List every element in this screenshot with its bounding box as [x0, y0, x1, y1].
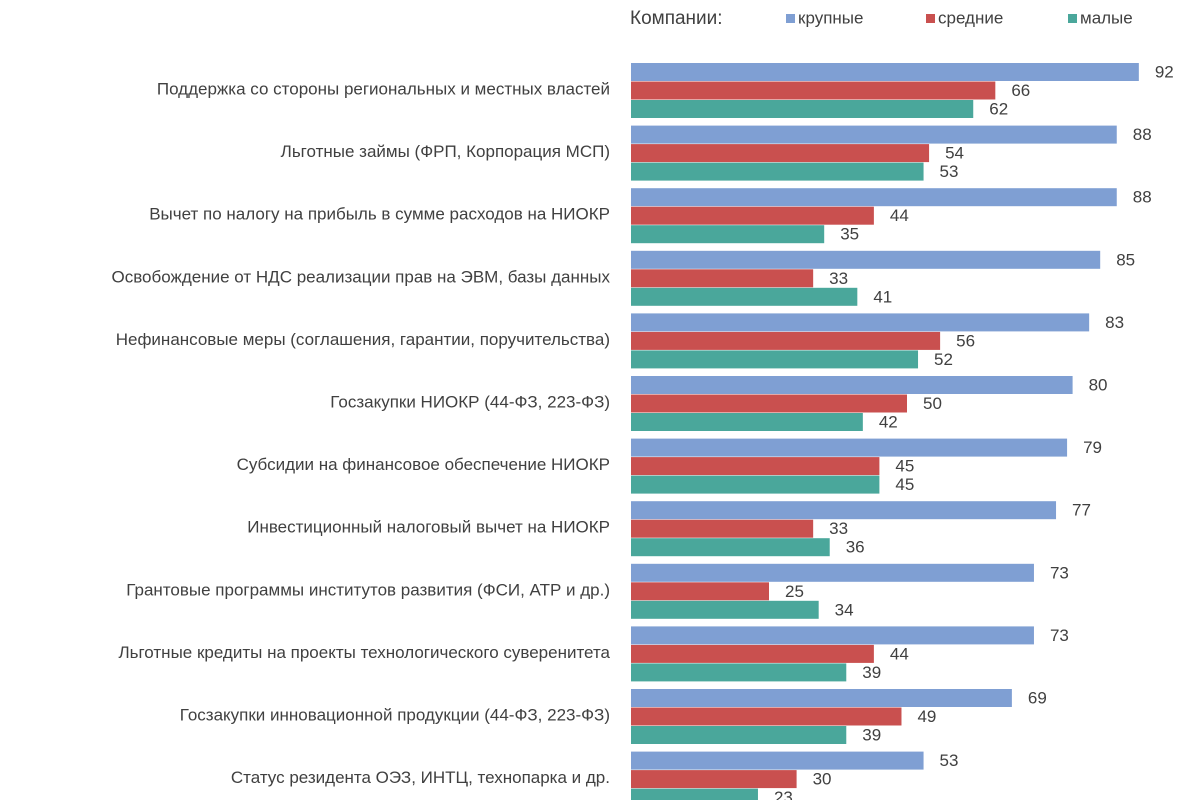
- bar: [631, 162, 924, 181]
- value-label: 25: [785, 582, 804, 601]
- category-label: Госзакупки инновационной продукции (44-Ф…: [180, 705, 610, 724]
- value-label: 92: [1155, 62, 1174, 81]
- bar: [631, 519, 814, 538]
- value-label: 34: [835, 600, 854, 619]
- bar: [631, 225, 825, 244]
- legend-swatch: [1068, 14, 1077, 23]
- value-label: 33: [829, 269, 848, 288]
- bar: [631, 250, 1101, 269]
- value-label: 36: [846, 538, 865, 557]
- value-label: 35: [840, 225, 859, 244]
- value-label: 66: [1011, 81, 1030, 100]
- category-label: Вычет по налогу на прибыль в сумме расхо…: [149, 205, 610, 224]
- value-label: 69: [1028, 688, 1047, 707]
- bar: [631, 287, 858, 306]
- bar: [631, 125, 1117, 144]
- category-label: Субсидии на финансовое обеспечение НИОКР: [237, 455, 610, 474]
- value-label: 30: [813, 770, 832, 789]
- value-label: 53: [940, 751, 959, 770]
- value-label: 73: [1050, 563, 1069, 582]
- bar: [631, 81, 996, 100]
- bar: [631, 376, 1073, 394]
- legend-label: крупные: [798, 8, 863, 27]
- bar: [631, 726, 847, 744]
- bar: [631, 269, 814, 288]
- value-label: 53: [940, 162, 959, 181]
- value-label: 79: [1083, 438, 1102, 457]
- value-label: 77: [1072, 501, 1091, 520]
- value-label: 44: [890, 206, 909, 225]
- bar: [631, 475, 880, 494]
- bar: [631, 457, 880, 476]
- legend-label: средние: [938, 8, 1003, 27]
- bar: [631, 751, 924, 770]
- value-label: 88: [1133, 125, 1152, 144]
- legend-title: Компании:: [630, 8, 723, 29]
- bar: [631, 313, 1090, 332]
- value-label: 56: [956, 331, 975, 350]
- value-label: 33: [829, 519, 848, 538]
- category-label: Поддержка со стороны региональных и мест…: [157, 79, 610, 98]
- bar: [631, 707, 902, 726]
- bar: [631, 188, 1117, 207]
- value-label: 45: [895, 475, 914, 494]
- legend-label: малые: [1080, 8, 1133, 27]
- category-label: Льготные кредиты на проекты технологичес…: [118, 643, 610, 662]
- value-label: 54: [945, 144, 964, 163]
- bar: [631, 350, 919, 369]
- bar: [631, 563, 1034, 582]
- bar: [631, 663, 847, 682]
- legend-swatch: [786, 14, 795, 23]
- category-label: Грантовые программы институтов развития …: [126, 580, 610, 599]
- bar: [631, 413, 863, 431]
- value-label: 88: [1133, 188, 1152, 207]
- value-label: 39: [862, 725, 881, 744]
- bar: [631, 538, 830, 557]
- legend-swatch: [926, 14, 935, 23]
- bar: [631, 501, 1057, 520]
- bar: [631, 331, 941, 350]
- value-label: 50: [923, 394, 942, 413]
- value-label: 42: [879, 412, 898, 431]
- bar: [631, 394, 907, 413]
- value-label: 80: [1089, 375, 1108, 394]
- value-label: 85: [1116, 250, 1135, 269]
- category-label: Нефинансовые меры (соглашения, гарантии,…: [116, 330, 610, 349]
- category-label: Госзакупки НИОКР (44-ФЗ, 223-ФЗ): [330, 392, 610, 411]
- category-label: Льготные займы (ФРП, Корпорация МСП): [281, 142, 610, 161]
- value-label: 44: [890, 644, 909, 663]
- bar: [631, 644, 874, 663]
- bar: [631, 63, 1139, 81]
- value-label: 23: [774, 788, 793, 800]
- bar: [631, 206, 874, 225]
- bar: [631, 770, 797, 789]
- value-label: 45: [895, 457, 914, 476]
- bar: [631, 438, 1068, 457]
- bar: [631, 600, 819, 619]
- value-label: 62: [989, 99, 1008, 118]
- value-label: 83: [1105, 313, 1124, 332]
- value-label: 41: [873, 287, 892, 306]
- category-label: Инвестиционный налоговый вычет на НИОКР: [247, 518, 610, 537]
- bar: [631, 100, 974, 118]
- category-label: Статус резидента ОЭЗ, ИНТЦ, технопарка и…: [231, 768, 610, 787]
- value-label: 52: [934, 350, 953, 369]
- value-label: 39: [862, 663, 881, 682]
- category-label: Освобождение от НДС реализации прав на Э…: [111, 267, 610, 286]
- bar: [631, 626, 1034, 645]
- bar: [631, 689, 1012, 707]
- value-label: 73: [1050, 626, 1069, 645]
- bar: [631, 144, 930, 163]
- bar: [631, 788, 758, 800]
- bar: [631, 582, 769, 601]
- value-label: 49: [917, 707, 936, 726]
